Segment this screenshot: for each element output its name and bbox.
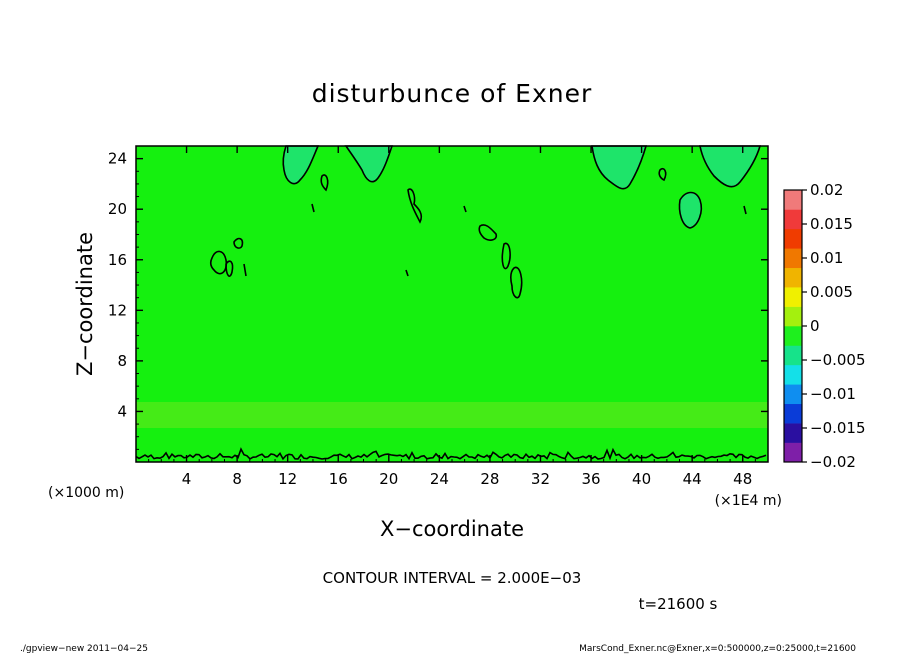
footer-left: ./gpview−new 2011−04−25 <box>20 644 148 654</box>
colorbar-tick-label: 0 <box>810 317 820 335</box>
x-tick-label: 40 <box>632 470 651 488</box>
x-axis: 4 8 12 16 20 24 28 32 36 40 44 48 <box>148 146 756 488</box>
colorbar: 0.02 0.015 0.01 0.005 0 −0.005 −0.01 −0.015 −0.0… <box>783 181 866 471</box>
colorbar-swatch <box>784 228 802 249</box>
x-unit-left: (×1000 m) <box>48 485 124 501</box>
x-tick-label: 20 <box>379 470 398 488</box>
colorbar-tick-label: 0.02 <box>810 181 843 199</box>
colorbar-swatch <box>784 287 802 307</box>
colorbar-tick-label: −0.015 <box>810 419 866 437</box>
contour-line <box>478 224 498 241</box>
colorbar-swatch <box>784 248 802 269</box>
x-tick-label: 24 <box>430 470 449 488</box>
colorbar-swatch <box>784 403 802 424</box>
chart-title: disturbunce of Exner <box>312 79 593 108</box>
colorbar-swatch <box>784 345 802 366</box>
x-axis-label: X−coordinate <box>380 517 524 541</box>
colorbar-tick-label: −0.005 <box>810 351 866 369</box>
colorbar-swatch <box>784 384 802 405</box>
lower-band <box>136 402 768 428</box>
contour-line <box>407 188 423 224</box>
contour-patch <box>699 145 762 188</box>
colorbar-tick-label: 0.015 <box>810 215 853 233</box>
colorbar-swatch <box>784 423 802 443</box>
contour-line <box>658 167 667 182</box>
y-tick-label: 24 <box>108 150 127 168</box>
contour-patch <box>591 145 648 190</box>
colorbar-swatch <box>784 364 802 385</box>
contour-line <box>405 269 409 277</box>
x-tick-label: 28 <box>480 470 499 488</box>
x-tick-label: 44 <box>683 470 702 488</box>
colorbar-swatch <box>784 267 802 288</box>
y-tick-label: 12 <box>108 301 127 319</box>
upper-patches <box>282 145 762 229</box>
y-axis: 4 8 12 16 20 24 <box>108 150 768 450</box>
contour-line <box>501 242 511 270</box>
x-tick-label: 36 <box>581 470 600 488</box>
contour-line <box>311 203 315 213</box>
colorbar-tick-label: −0.02 <box>810 453 856 471</box>
colorbar-tick-label: 0.005 <box>810 283 853 301</box>
contour-line <box>243 263 247 277</box>
plot-area <box>135 145 769 463</box>
x-tick-label: 48 <box>733 470 752 488</box>
contour-line <box>320 174 329 192</box>
contour-line <box>463 205 467 213</box>
x-tick-label: 8 <box>232 470 242 488</box>
colorbar-swatch <box>784 190 802 210</box>
contour-line <box>743 205 747 215</box>
contour-patch <box>678 191 703 229</box>
colorbar-swatch <box>784 326 802 346</box>
colorbar-tick-label: 0.01 <box>810 249 843 267</box>
contour-line <box>209 250 228 275</box>
contour-line <box>233 237 244 249</box>
y-axis-label: Z−coordinate <box>73 232 97 376</box>
y-tick-label: 8 <box>117 352 127 370</box>
y-tick-label: 4 <box>117 402 127 420</box>
x-unit-right: (×1E4 m) <box>715 493 782 509</box>
time-label: t=21600 s <box>639 595 718 613</box>
contour-line <box>225 260 234 277</box>
footer-right: MarsCond_Exner.nc@Exner,x=0:500000,z=0:2… <box>579 644 856 654</box>
contour-line <box>509 266 523 299</box>
colorbar-swatch <box>784 306 802 327</box>
contour-interval: CONTOUR INTERVAL = 2.000E−03 <box>323 569 582 587</box>
x-tick-label: 4 <box>182 470 192 488</box>
contour-lines <box>135 167 767 461</box>
bottom-contour <box>135 447 767 461</box>
contour-patch <box>344 145 394 183</box>
contour-patch <box>282 145 320 185</box>
y-tick-label: 16 <box>108 251 127 269</box>
x-tick-label: 32 <box>531 470 550 488</box>
y-tick-label: 20 <box>108 200 127 218</box>
x-tick-label: 12 <box>278 470 297 488</box>
colorbar-swatch <box>784 442 802 463</box>
colorbar-tick-label: −0.01 <box>810 385 856 403</box>
x-tick-label: 16 <box>329 470 348 488</box>
colorbar-swatch <box>784 209 802 230</box>
